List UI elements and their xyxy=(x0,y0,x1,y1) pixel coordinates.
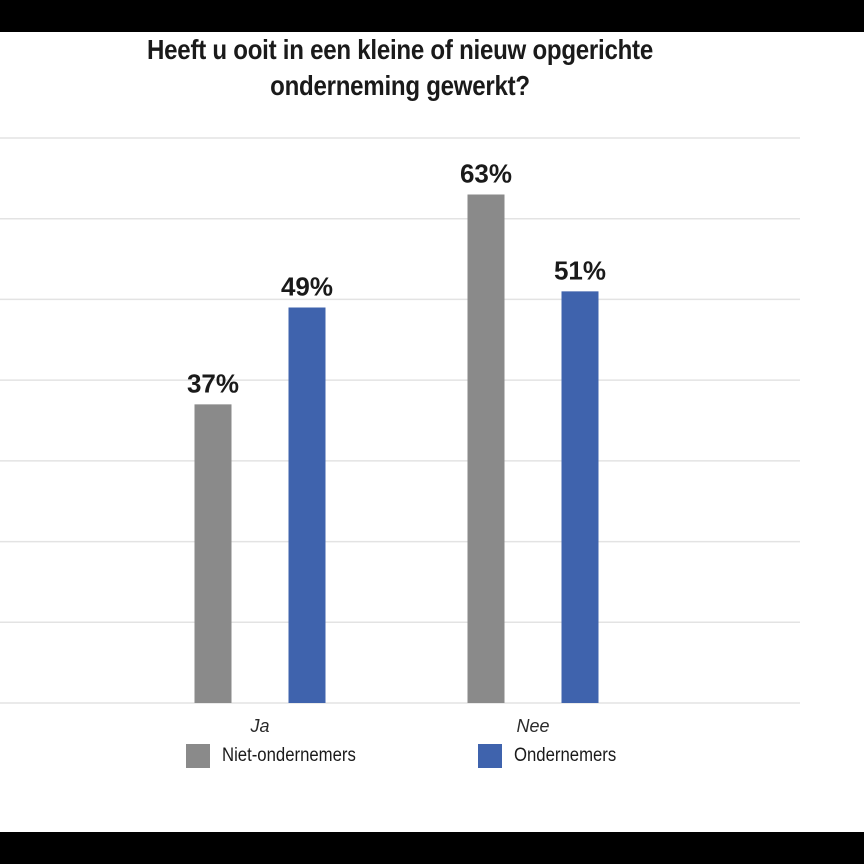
bar-ondernemers-nee xyxy=(561,291,599,703)
value-label-niet-ondernemers-nee: 63% xyxy=(460,159,512,189)
legend: Niet-ondernemers Ondernemers xyxy=(0,744,864,774)
legend-swatch-ondernemers xyxy=(478,744,502,768)
chart-title-line-1: Heeft u ooit in een kleine of nieuw opge… xyxy=(147,34,653,65)
bar-ondernemers-ja xyxy=(288,307,326,703)
bars xyxy=(194,194,599,703)
legend-swatch-niet-ondernemers xyxy=(186,744,210,768)
category-label-nee: Nee xyxy=(516,716,549,736)
category-labels: Ja Nee xyxy=(249,716,549,736)
gridlines xyxy=(0,137,800,704)
chart-title-line-2: onderneming gewerkt? xyxy=(270,70,530,101)
chart-frame: Heeft u ooit in een kleine of nieuw opge… xyxy=(0,32,864,832)
legend-item-ondernemers: Ondernemers xyxy=(478,744,630,768)
legend-label-niet-ondernemers: Niet-ondernemers xyxy=(222,745,356,766)
chart-title: Heeft u ooit in een kleine of nieuw opge… xyxy=(56,32,744,104)
category-label-ja: Ja xyxy=(249,716,269,736)
legend-item-niet-ondernemers: Niet-ondernemers xyxy=(186,744,374,768)
value-label-ondernemers-ja: 49% xyxy=(281,272,333,302)
value-label-niet-ondernemers-ja: 37% xyxy=(187,368,239,398)
bar-niet-ondernemers-ja xyxy=(194,404,232,703)
value-label-ondernemers-nee: 51% xyxy=(554,255,606,285)
value-labels: 37% 49% 63% 51% xyxy=(187,159,606,399)
legend-label-ondernemers: Ondernemers xyxy=(514,745,617,766)
bar-niet-ondernemers-nee xyxy=(467,194,505,703)
bar-chart: 37% 49% 63% 51% Ja Nee xyxy=(0,137,800,736)
